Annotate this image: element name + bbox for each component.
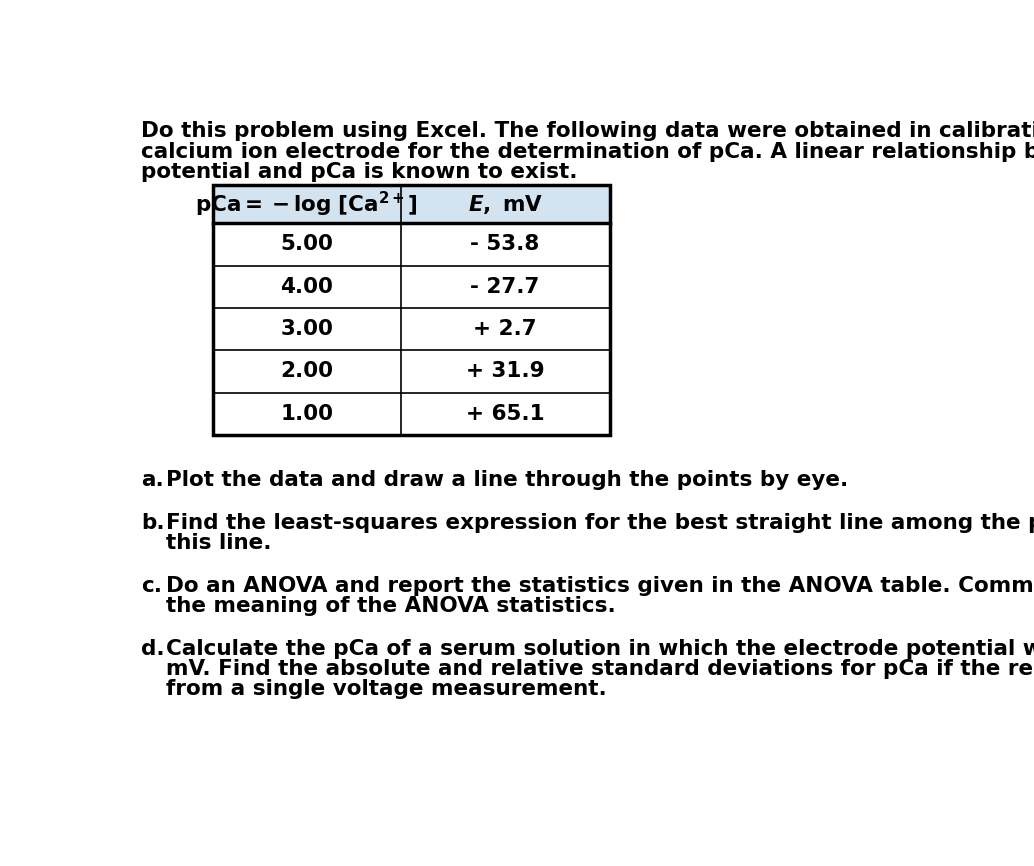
Text: 3.00: 3.00 [280,320,333,339]
Text: 5.00: 5.00 [280,235,333,255]
Bar [400,184,610,223]
Text: mV. Find the absolute and relative standard deviations for pCa if the result was: mV. Find the absolute and relative stand… [166,659,1034,679]
Text: the meaning of the ANOVA statistics.: the meaning of the ANOVA statistics. [166,596,616,616]
Text: b.: b. [141,513,164,533]
Bar [213,184,610,435]
Text: 2.00: 2.00 [280,361,333,382]
Text: $\bfit{E}\bf{,\ mV}$: $\bfit{E}\bf{,\ mV}$ [467,192,543,216]
Text: - 27.7: - 27.7 [470,277,540,297]
Text: this line.: this line. [166,533,272,553]
Text: $\bf{pCa = - log\ [Ca^{2+}]}$: $\bf{pCa = - log\ [Ca^{2+}]}$ [195,190,418,218]
Text: from a single voltage measurement.: from a single voltage measurement. [166,679,607,699]
Text: - 53.8: - 53.8 [470,235,540,255]
Text: Do this problem using Excel. The following data were obtained in calibrating a: Do this problem using Excel. The followi… [141,121,1034,141]
Text: potential and pCa is known to exist.: potential and pCa is known to exist. [141,163,577,183]
Text: Calculate the pCa of a serum solution in which the electrode potential was 15.3: Calculate the pCa of a serum solution in… [166,639,1034,659]
Text: Do an ANOVA and report the statistics given in the ANOVA table. Comment on: Do an ANOVA and report the statistics gi… [166,576,1034,596]
Text: 1.00: 1.00 [280,404,333,423]
Bar [213,184,610,435]
Text: a.: a. [141,469,163,489]
Bar [213,184,400,223]
Text: 4.00: 4.00 [280,277,333,297]
Text: + 31.9: + 31.9 [465,361,545,382]
Text: + 65.1: + 65.1 [465,404,545,423]
Text: Find the least-squares expression for the best straight line among the points. P: Find the least-squares expression for th… [166,513,1034,533]
Text: c.: c. [141,576,162,596]
Text: + 2.7: + 2.7 [474,320,537,339]
Text: Plot the data and draw a line through the points by eye.: Plot the data and draw a line through th… [166,469,849,489]
Text: d.: d. [141,639,164,659]
Text: calcium ion electrode for the determination of pCa. A linear relationship betwee: calcium ion electrode for the determinat… [141,142,1034,162]
